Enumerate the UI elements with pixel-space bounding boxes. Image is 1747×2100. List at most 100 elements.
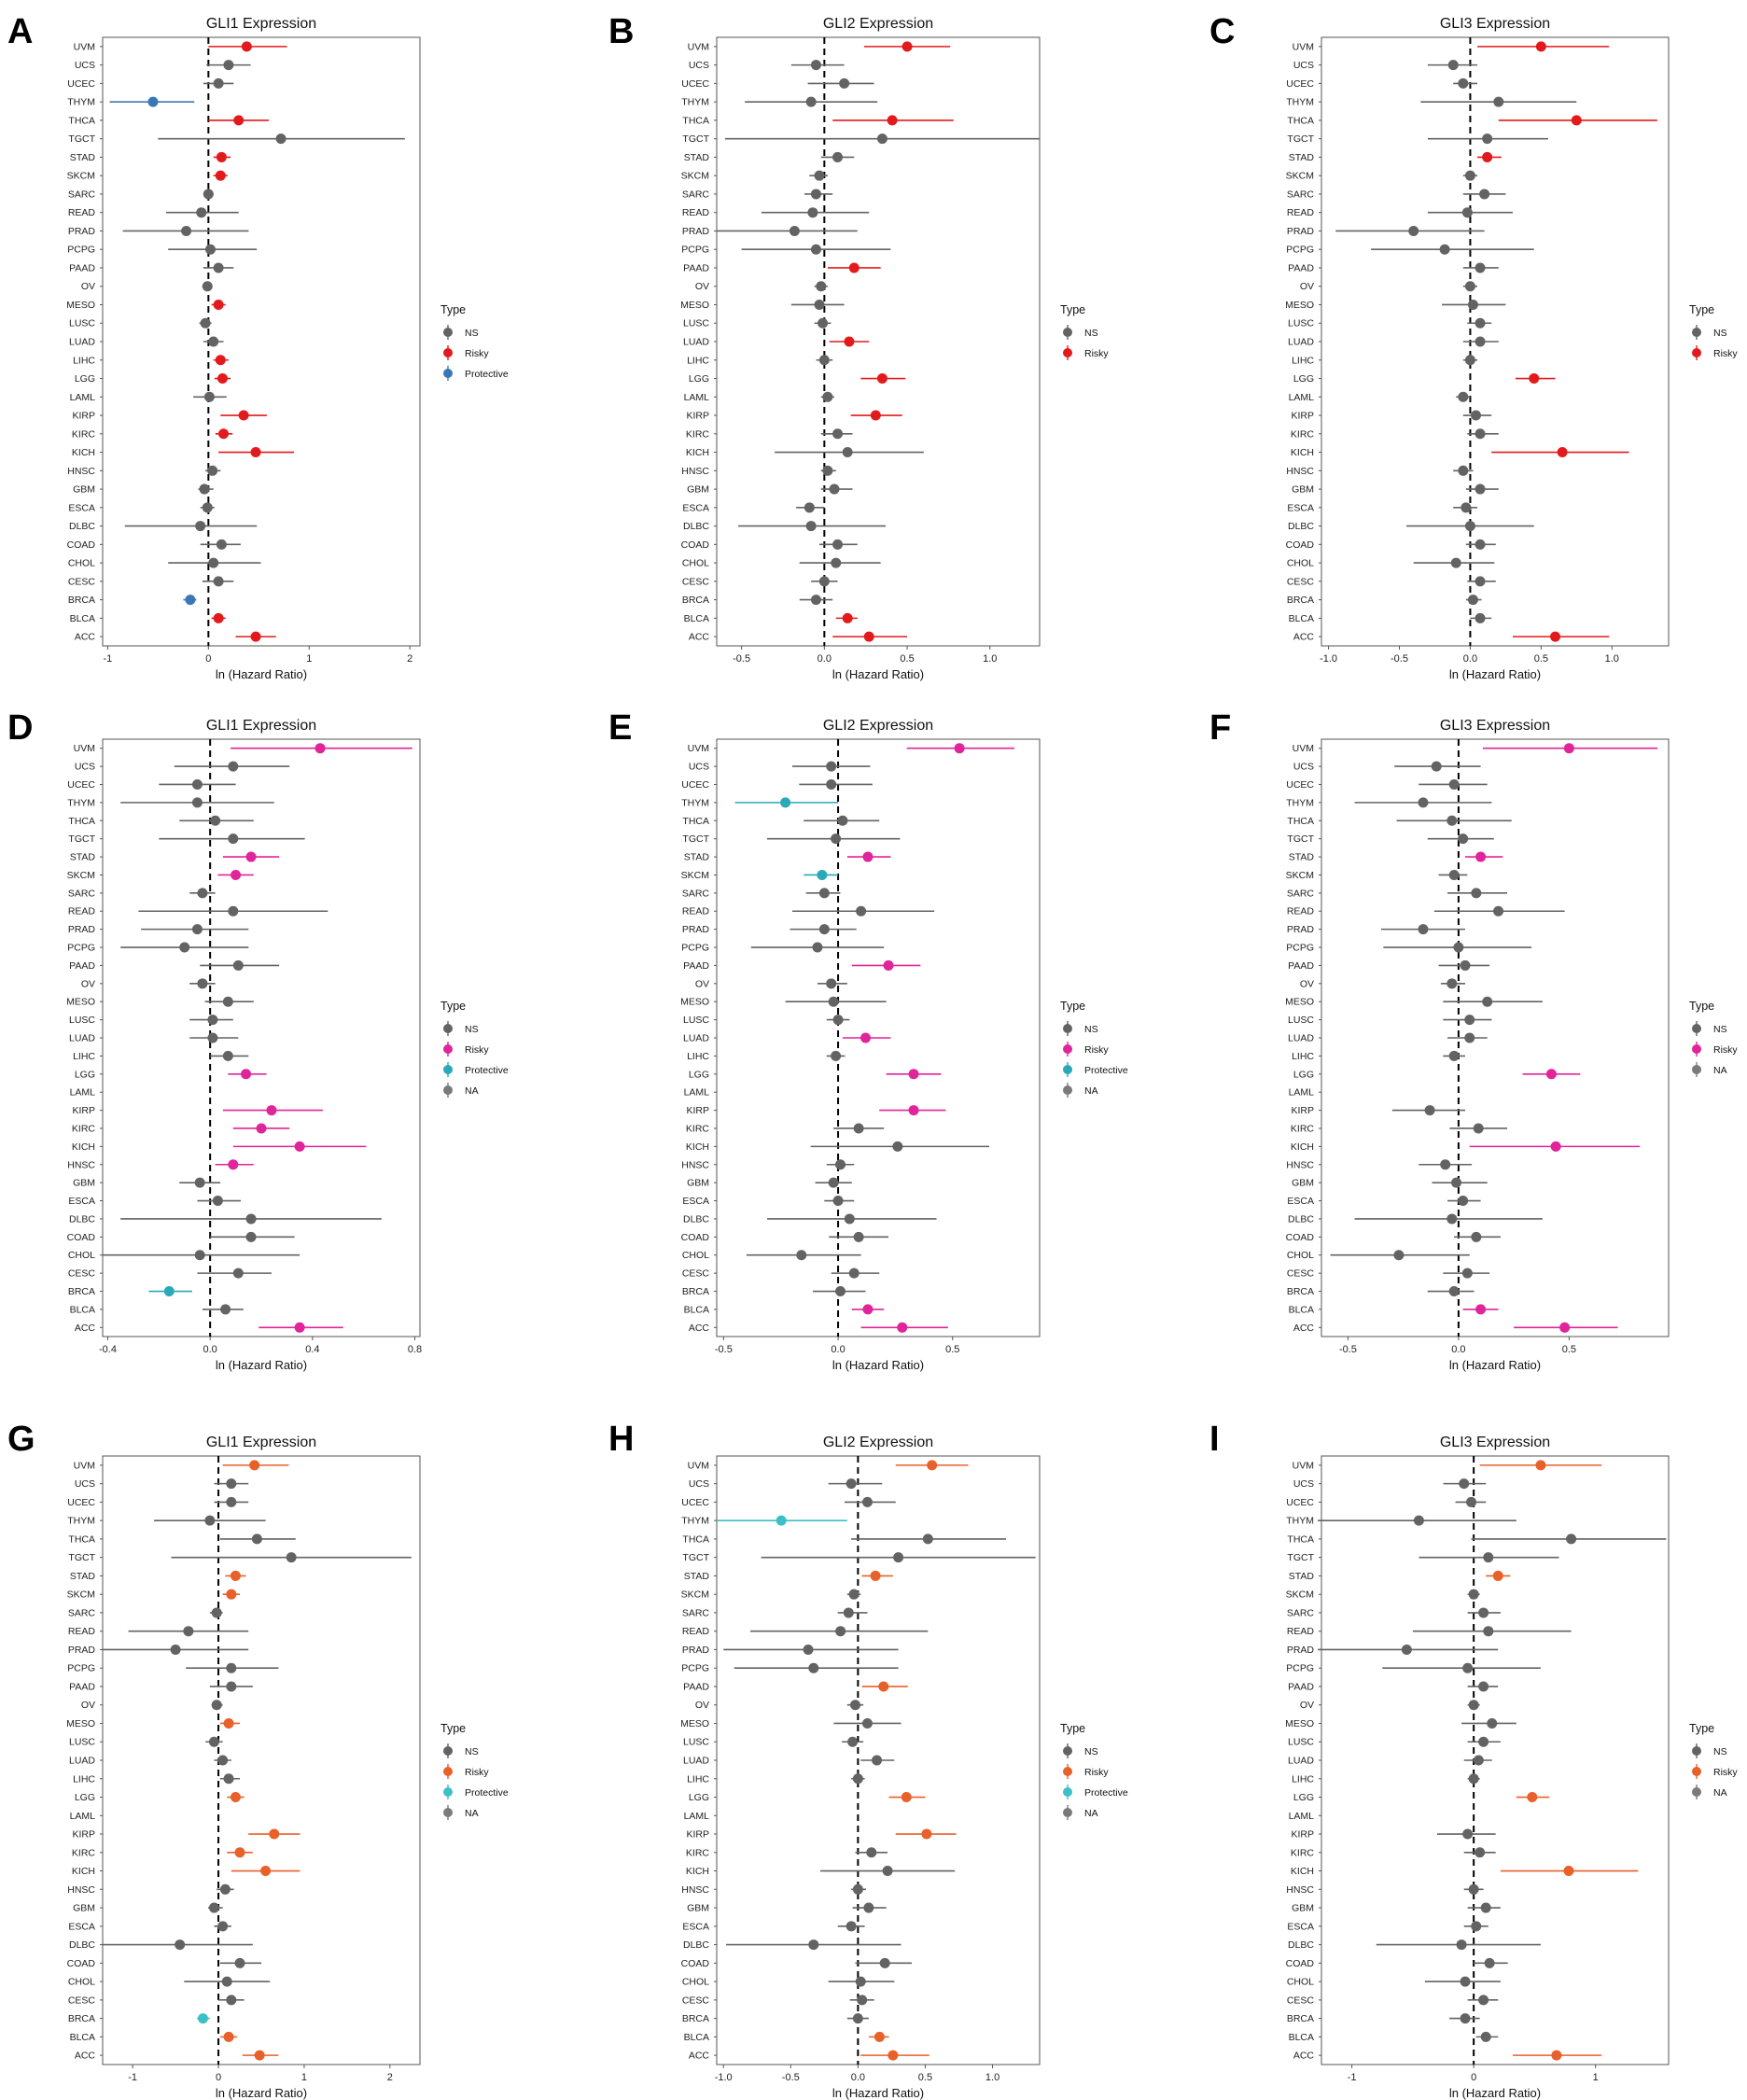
hr-point (241, 41, 252, 52)
panel-title: GLI3 Expression (1440, 16, 1550, 32)
category-label: LIHC (73, 1051, 95, 1062)
category-label: CHOL (1287, 1977, 1314, 1988)
panel-title: GLI2 Expression (823, 1435, 933, 1450)
hr-point (1460, 959, 1471, 971)
x-tick-label: 0 (205, 653, 211, 665)
legend-label: NA (1713, 1065, 1727, 1076)
category-label: PCPG (1286, 1663, 1314, 1674)
hr-point (1474, 483, 1486, 495)
category-label: KICH (1291, 447, 1314, 458)
panel-letter-c: C (1209, 12, 1235, 51)
hr-point (228, 833, 239, 845)
category-label: SARC (68, 189, 96, 200)
category-label: ESCA (682, 1921, 709, 1932)
panel-h: H GLI2 Expression UVM UCS UCEC THYM THCA TGCT ST… (608, 1420, 1128, 2100)
hr-point (163, 1286, 175, 1297)
category-label: KIRP (686, 411, 709, 422)
category-label: HNSC (681, 466, 709, 477)
category-label: TGCT (68, 1552, 95, 1563)
category-label: OV (81, 978, 95, 989)
hr-point (216, 539, 227, 550)
category-label: THYM (681, 97, 709, 108)
hr-point (1478, 1736, 1489, 1747)
hr-point (1458, 1196, 1469, 1207)
hr-point (817, 869, 828, 880)
hr-point (1458, 77, 1469, 89)
hr-point (204, 1515, 216, 1526)
category-label: OV (81, 281, 95, 292)
legend-label: NA (465, 1808, 479, 1819)
x-tick-label: 0.8 (408, 1344, 422, 1355)
hr-point (826, 778, 837, 790)
category-label: OV (1300, 281, 1314, 292)
category-label: KIRP (1291, 1105, 1314, 1116)
hr-point (1566, 1533, 1577, 1545)
hr-point (185, 595, 196, 606)
panel-title: GLI3 Expression (1440, 1435, 1550, 1450)
legend-label: Risky (1084, 348, 1109, 359)
category-label: LUSC (1288, 1737, 1314, 1748)
hr-point (1474, 262, 1486, 273)
category-label: SKCM (681, 870, 709, 881)
hr-point (222, 1050, 233, 1061)
hr-point (221, 1976, 232, 1987)
category-label: UVM (74, 41, 95, 52)
category-label: HNSC (67, 466, 95, 477)
category-label: LAML (1289, 392, 1315, 403)
hr-point (1466, 1496, 1477, 1507)
x-tick-label: 0.0 (851, 2072, 865, 2083)
x-tick-label: 0 (1471, 2072, 1476, 2083)
category-label: BLCA (684, 613, 709, 624)
hr-point (780, 797, 791, 808)
category-label: LIHC (1292, 1773, 1314, 1785)
category-label: CESC (68, 576, 96, 587)
category-label: LUSC (683, 1015, 709, 1026)
hr-point (232, 959, 244, 971)
category-label: CESC (68, 1268, 96, 1280)
category-label: LGG (1293, 1069, 1314, 1080)
hr-point (818, 576, 830, 587)
category-label: KIRP (1291, 411, 1314, 422)
hr-point (1473, 1755, 1484, 1766)
category-label: CHOL (682, 1977, 709, 1988)
category-label: KICH (686, 447, 709, 458)
hr-point (901, 41, 913, 52)
hr-point (213, 262, 224, 273)
legend-title: Type (1060, 303, 1085, 316)
hr-point (853, 1231, 864, 1242)
hr-point (908, 1105, 919, 1116)
hr-point (954, 743, 965, 754)
hr-point (828, 1177, 839, 1188)
legend-label: Protective (1084, 1787, 1128, 1799)
category-label: GBM (1292, 1178, 1314, 1189)
x-tick-label: 0.0 (831, 1344, 845, 1355)
hr-point (170, 1644, 181, 1655)
hr-point (862, 851, 874, 862)
category-label: BLCA (1289, 2032, 1314, 2043)
hr-point (233, 115, 245, 126)
category-label: PAAD (1288, 262, 1314, 273)
hr-point (234, 1847, 245, 1858)
hr-point (250, 447, 261, 458)
hr-point (191, 778, 203, 790)
hr-point (1474, 539, 1486, 550)
hr-point (1474, 576, 1486, 587)
panel-letter-i: I (1209, 1420, 1220, 1459)
category-label: PCPG (1286, 943, 1314, 954)
panel-title: GLI3 Expression (1440, 718, 1550, 734)
category-label: UCS (75, 60, 95, 71)
category-label: PAAD (683, 1681, 709, 1692)
category-label: COAD (1286, 1232, 1315, 1243)
category-label: DLBC (69, 521, 95, 532)
legend-label: Risky (1084, 1767, 1109, 1778)
panel-a: A GLI1 Expression UVM UCS UCEC THYM THCA TGCT ST… (7, 12, 509, 681)
category-label: CESC (1287, 1995, 1315, 2006)
hr-point (1468, 1883, 1479, 1895)
category-label: SARC (682, 189, 710, 200)
category-label: THYM (67, 1516, 95, 1527)
category-label: THYM (1286, 1516, 1314, 1527)
panel-b: B GLI2 Expression UVM UCS UCEC THYM THCA TGCT ST… (608, 12, 1109, 681)
hr-point (208, 1736, 219, 1747)
hr-point (217, 1921, 229, 1932)
hr-point (1475, 851, 1487, 862)
